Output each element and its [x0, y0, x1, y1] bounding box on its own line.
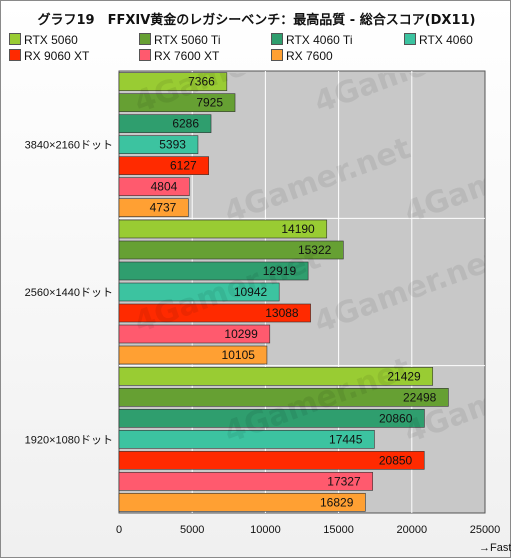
legend: RTX 5060 RTX 5060 Ti RTX 4060 Ti RTX 4060 RX… [9, 33, 504, 67]
bar [118, 345, 268, 365]
legend-label: RTX 4060 Ti [286, 33, 353, 47]
bar [118, 451, 425, 470]
legend-swatch [139, 33, 151, 45]
bar-value-label: 12919 [263, 264, 297, 278]
legend-item: RTX 5060 Ti [139, 33, 220, 47]
bar-value-label: 4804 [151, 180, 178, 194]
legend-item: RTX 4060 Ti [271, 33, 352, 47]
category-label: 3840×2160ドット [25, 140, 113, 152]
legend-swatch [271, 49, 283, 61]
legend-label: RX 7600 XT [154, 49, 220, 63]
bar [118, 472, 373, 491]
legend-label: RTX 4060 [419, 33, 473, 47]
bar-value-label: 7925 [196, 96, 223, 110]
bar-value-label: 21429 [387, 369, 421, 383]
bar [118, 93, 236, 112]
chart-title: グラフ19 FFXIV黄金のレガシーベンチ：最高品質 - 総合スコア(DX11) [37, 13, 476, 28]
bar-value-label: 4737 [150, 201, 177, 215]
legend-swatch [271, 33, 283, 45]
bar-value-label: 6286 [172, 117, 199, 131]
x-tick-label: 10000 [250, 524, 281, 536]
x-tick-label: 0 [116, 524, 122, 536]
legend-swatch [9, 33, 21, 45]
legend-item: RX 7600 XT [139, 49, 219, 63]
bar [118, 177, 190, 196]
legend-label: RX 9060 XT [24, 49, 90, 63]
bar-value-label: 10105 [222, 348, 256, 362]
bar [118, 72, 228, 91]
bar [118, 114, 212, 133]
bar-value-label: 22498 [403, 390, 437, 404]
bar-value-label: 20850 [379, 453, 413, 467]
bar [118, 303, 311, 323]
bar [118, 198, 189, 217]
bar-value-label: 6127 [170, 159, 197, 173]
bar-value-label: 7366 [188, 75, 215, 89]
bar-value-label: 15322 [298, 243, 332, 257]
x-tick-label: 5000 [180, 524, 204, 536]
bar [118, 156, 209, 175]
bar-value-label: 5393 [159, 138, 186, 152]
bar-value-label: 14190 [281, 222, 315, 236]
legend-label: RTX 5060 Ti [154, 33, 221, 47]
bar [118, 324, 271, 344]
bar-value-label: 13088 [265, 306, 299, 320]
bar-value-label: 20860 [379, 411, 413, 425]
bar [118, 388, 449, 407]
bar [118, 409, 425, 428]
bar [118, 219, 328, 239]
bar-value-label: 17445 [329, 432, 363, 446]
category-label: 1920×1080ドット [25, 434, 113, 446]
legend-swatch [139, 49, 151, 61]
legend-item: RX 9060 XT [9, 49, 89, 63]
legend-item: RTX 4060 [404, 33, 473, 47]
category-label: 2560×1440ドット [25, 287, 113, 299]
legend-swatch [404, 33, 416, 45]
bar [118, 367, 434, 386]
legend-item: RTX 5060 [9, 33, 78, 47]
x-axis-label: →Fast [479, 542, 511, 554]
bar [118, 430, 375, 449]
x-tick-label: 25000 [470, 524, 501, 536]
bar-value-label: 10299 [224, 327, 258, 341]
bar [118, 135, 199, 154]
bar-value-label: 10942 [234, 285, 268, 299]
bar [118, 240, 344, 260]
legend-swatch [9, 49, 21, 61]
legend-item: RX 7600 [271, 49, 333, 63]
bar [118, 261, 309, 281]
bar-value-label: 16829 [320, 495, 354, 509]
legend-label: RTX 5060 [24, 33, 78, 47]
x-tick-label: 15000 [323, 524, 354, 536]
x-tick-label: 20000 [397, 524, 428, 536]
bar-value-label: 17327 [327, 474, 361, 488]
bar [118, 493, 366, 512]
bar [118, 282, 280, 302]
legend-label: RX 7600 [286, 49, 333, 63]
